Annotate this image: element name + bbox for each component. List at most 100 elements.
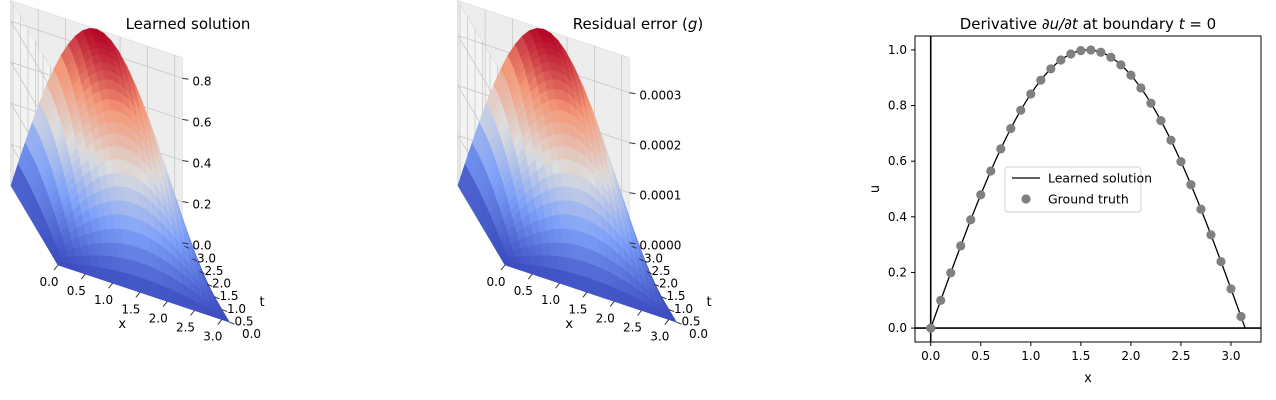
ground-truth-point: [1196, 204, 1206, 214]
t-tick-label: 2.0: [659, 277, 678, 291]
ground-truth-point: [1136, 83, 1146, 93]
x-tick-mark: [500, 264, 506, 271]
t-tick-mark: [668, 309, 675, 312]
z-tick-label: 0.2: [192, 198, 211, 212]
x-tick-mark: [637, 310, 642, 316]
x-tick-mark: [527, 273, 533, 280]
z-tick-mark: [182, 242, 189, 245]
z-tick-mark: [182, 201, 189, 204]
x-tick-mark: [80, 273, 86, 280]
x-tick-mark: [135, 291, 141, 298]
x-tick-label: 3.0: [650, 330, 669, 344]
ground-truth-point: [1056, 55, 1066, 65]
ground-truth-point: [996, 144, 1006, 154]
ground-truth-point: [1026, 89, 1036, 99]
z-tick-label: 0.6: [192, 115, 211, 129]
x-tick-label: 2.0: [1121, 349, 1140, 363]
x-tick-label: 2.5: [623, 321, 642, 335]
x-tick-label: 1.0: [94, 293, 113, 307]
ground-truth-point: [1086, 45, 1096, 55]
panel-title: Derivative ∂u/∂t at boundary t = 0: [960, 15, 1216, 33]
t-tick-mark: [199, 271, 205, 275]
ground-truth-point: [1186, 180, 1196, 190]
z-tick-mark: [629, 92, 636, 95]
x-tick-mark: [555, 282, 560, 289]
ground-truth-point: [926, 323, 936, 333]
panel-title: Residual error (g): [573, 15, 703, 33]
x-tick-label: 3.0: [1221, 349, 1240, 363]
y-tick-label: 0.6: [888, 154, 907, 168]
x-tick-label: 2.0: [596, 311, 615, 325]
t-tick-mark: [661, 296, 667, 300]
ground-truth-point: [1066, 49, 1076, 59]
t-tick-label: 3.0: [644, 251, 663, 265]
t-tick-label: 1.0: [674, 302, 693, 316]
t-tick-mark: [676, 321, 682, 325]
t-tick-mark: [221, 309, 228, 312]
t-tick-mark: [631, 245, 637, 249]
z-tick-label: 0.0001: [639, 189, 681, 203]
ground-truth-point: [1106, 52, 1116, 62]
x-axis-label: x: [565, 317, 573, 332]
surface-panel-residual: Residual error (g) 0.00.51.01.52.02.53.0…: [457, 0, 712, 344]
legend-label: Ground truth: [1048, 192, 1129, 207]
ground-truth-point: [1146, 98, 1156, 108]
t-tick-label: 0.0: [242, 327, 261, 341]
x-tick-label: 1.0: [1021, 349, 1040, 363]
t-axis-label: t: [706, 295, 711, 310]
t-tick-label: 0.5: [234, 315, 253, 329]
ground-truth-point: [936, 295, 946, 305]
ground-truth-point: [946, 268, 956, 278]
t-tick-mark: [646, 271, 652, 275]
ground-truth-point: [1126, 70, 1136, 80]
surface-patch: [666, 314, 678, 323]
x-tick-label: 1.5: [568, 302, 587, 316]
z-tick-label: 0.4: [192, 156, 211, 170]
y-tick-label: 0.2: [888, 265, 907, 279]
t-tick-label: 2.5: [651, 264, 670, 278]
ground-truth-point: [1176, 156, 1186, 167]
t-tick-mark: [638, 258, 645, 262]
x-tick-mark: [664, 319, 670, 325]
legend-marker-swatch: [1021, 194, 1031, 204]
z-tick-mark: [182, 159, 189, 162]
z-tick-mark: [182, 77, 189, 80]
ground-truth-point: [1116, 60, 1126, 70]
x-tick-label: 3.0: [203, 330, 222, 344]
ground-truth-point: [956, 241, 966, 251]
ground-truth-point: [1006, 123, 1016, 134]
ground-truth-point: [1166, 135, 1176, 145]
t-tick-label: 2.5: [204, 264, 223, 278]
ground-truth-point: [1036, 75, 1046, 85]
x-tick-mark: [609, 301, 615, 307]
ground-truth-point: [986, 166, 996, 176]
z-tick-label: 0.0003: [639, 89, 681, 103]
z-tick-mark: [629, 242, 636, 245]
legend: Learned solution Ground truth: [1004, 166, 1152, 213]
ground-truth-point: [976, 190, 986, 200]
x-tick-label: 0.5: [971, 349, 990, 363]
x-tick-label: 0.5: [67, 284, 86, 298]
t-tick-label: 3.0: [197, 251, 216, 265]
z-tick-label: 0.0: [192, 239, 211, 253]
ground-truth-point: [1216, 256, 1226, 267]
x-tick-mark: [162, 301, 168, 307]
ground-truth-point: [1226, 284, 1236, 294]
surface-panel-learned: Learned solution 0.00.51.01.52.02.53.0x0…: [10, 0, 265, 344]
t-tick-label: 1.0: [227, 302, 246, 316]
z-tick-mark: [629, 142, 636, 145]
y-tick-label: 0.0: [888, 321, 907, 335]
ground-truth-point: [1156, 116, 1166, 126]
ground-truth-point: [1096, 47, 1106, 57]
x-tick-label: 1.5: [1071, 349, 1090, 363]
ground-truth-point: [966, 215, 976, 225]
t-tick-label: 0.5: [681, 315, 700, 329]
t-tick-label: 1.5: [219, 289, 238, 303]
z-tick-label: 0.8: [192, 74, 211, 88]
ground-truth-point: [1016, 105, 1026, 115]
y-tick-label: 0.8: [888, 99, 907, 113]
t-tick-mark: [191, 258, 198, 262]
x-tick-mark: [190, 310, 195, 316]
panel-title: Learned solution: [126, 15, 251, 33]
